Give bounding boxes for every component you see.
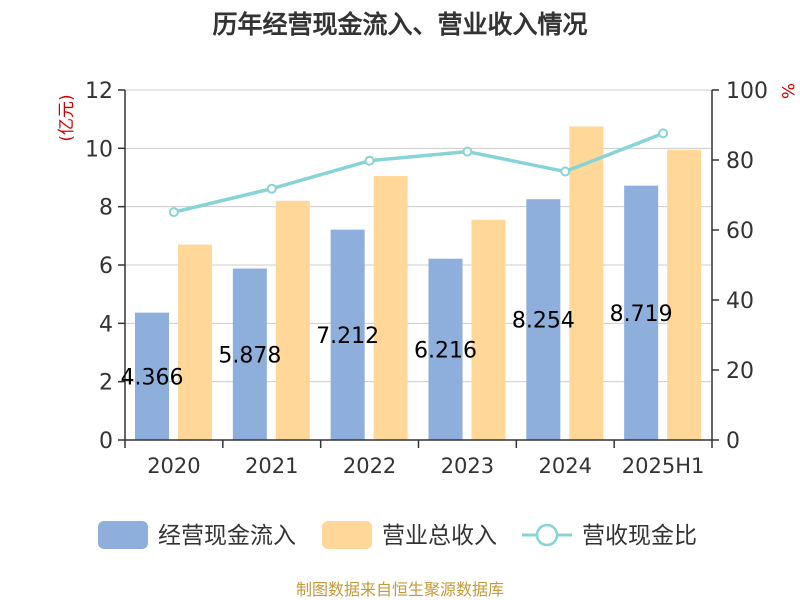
ratio-point bbox=[658, 128, 669, 139]
left-tick-label: 0 bbox=[99, 429, 113, 454]
x-tick-label: 2021 bbox=[245, 454, 298, 478]
right-tick-label: 0 bbox=[726, 429, 740, 454]
data-labels: 4.366 5.878 7.212 6.216 8.254 8.719 bbox=[121, 302, 673, 390]
right-tick-label: 20 bbox=[726, 359, 754, 384]
legend-label-cash-inflow: 经营现金流入 bbox=[158, 523, 296, 549]
x-tick-label: 2020 bbox=[147, 454, 200, 478]
left-tick-label: 12 bbox=[85, 79, 113, 104]
data-label-cash-inflow: 4.366 bbox=[121, 365, 184, 390]
bar-cash-inflow bbox=[428, 258, 463, 440]
legend-label-revenue: 营业总收入 bbox=[382, 523, 497, 549]
bar-revenue bbox=[667, 149, 702, 440]
bar-cash-inflow bbox=[135, 312, 169, 440]
right-tick-label: 40 bbox=[726, 289, 754, 314]
gridlines bbox=[125, 89, 712, 383]
legend-swatch-cash-inflow bbox=[98, 521, 148, 549]
legend-label-ratio: 营收现金比 bbox=[582, 523, 697, 549]
ratio-line bbox=[168, 128, 669, 218]
chart-title: 历年经营现金流入、营业收入情况 bbox=[212, 10, 587, 39]
bar-cash-inflow bbox=[526, 199, 561, 440]
ratio-point bbox=[462, 146, 473, 157]
x-tick-label: 2023 bbox=[441, 454, 494, 478]
bar-revenue bbox=[275, 200, 310, 440]
data-label-cash-inflow: 7.212 bbox=[316, 324, 379, 349]
bar-revenue bbox=[569, 126, 604, 440]
ratio-line-path bbox=[173, 131, 664, 214]
axes: 0 2 4 6 8 10 12 0 20 40 60 80 100 2020 2021 2022 2023 202… bbox=[85, 79, 768, 478]
x-tick-label: 2025H1 bbox=[622, 454, 705, 478]
right-tick-label: 100 bbox=[726, 79, 768, 104]
data-label-cash-inflow: 5.878 bbox=[218, 343, 281, 368]
bar-revenue bbox=[471, 219, 506, 440]
ratio-point bbox=[560, 166, 571, 177]
bar-cash-inflow bbox=[624, 185, 659, 440]
left-tick-label: 8 bbox=[99, 196, 113, 221]
bar-revenue bbox=[178, 244, 212, 440]
left-tick-label: 4 bbox=[99, 312, 113, 337]
bars bbox=[135, 126, 702, 440]
right-tick-label: 80 bbox=[726, 149, 754, 174]
x-tick-label: 2022 bbox=[343, 454, 396, 478]
left-tick-label: 10 bbox=[85, 137, 113, 162]
bar-cash-inflow bbox=[330, 229, 365, 440]
left-axis-unit: (亿元) bbox=[57, 94, 77, 141]
legend-swatch-revenue bbox=[322, 521, 372, 549]
source-note: 制图数据来自恒生聚源数据库 bbox=[296, 580, 504, 599]
left-tick-label: 2 bbox=[99, 371, 113, 396]
right-axis-unit: % bbox=[777, 83, 797, 99]
legend-marker-ratio bbox=[535, 523, 559, 547]
x-tick-label: 2024 bbox=[539, 454, 592, 478]
bar-revenue bbox=[373, 176, 408, 440]
left-tick-label: 6 bbox=[99, 254, 113, 279]
data-label-cash-inflow: 8.254 bbox=[512, 309, 575, 334]
data-label-cash-inflow: 6.216 bbox=[414, 338, 477, 363]
ratio-point bbox=[266, 183, 277, 194]
ratio-point bbox=[364, 155, 375, 166]
legend: 经营现金流入 营业总收入 营收现金比 bbox=[98, 521, 697, 549]
ratio-point bbox=[168, 207, 179, 218]
bar-cash-inflow bbox=[232, 268, 267, 440]
data-label-cash-inflow: 8.719 bbox=[610, 302, 673, 327]
right-tick-label: 60 bbox=[726, 219, 754, 244]
